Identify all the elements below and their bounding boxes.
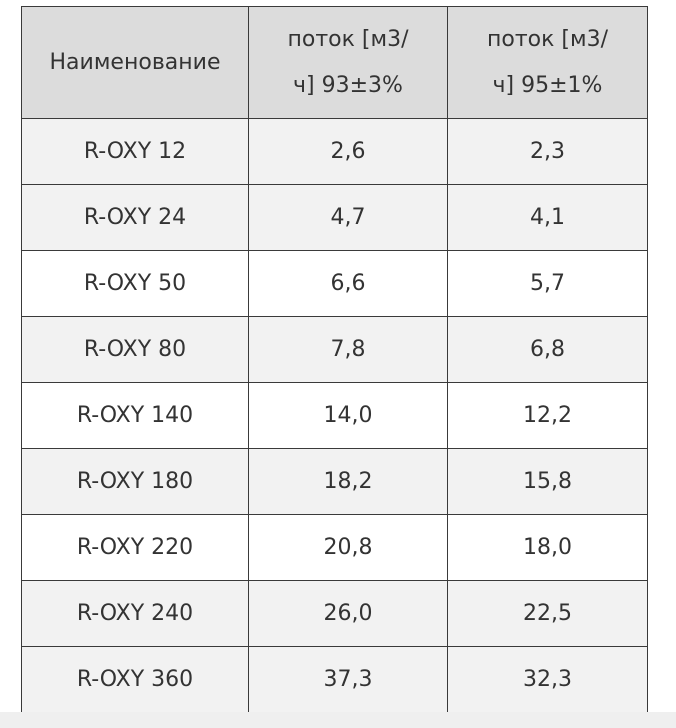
- data-table: Наименование поток [м3/ч] 93±3% поток [м3/…: [21, 6, 648, 713]
- table-row: R-OXY 180 18,2 15,8: [21, 448, 648, 515]
- header-row: Наименование поток [м3/ч] 93±3% поток [м3/…: [21, 6, 648, 119]
- table-row: R-OXY 220 20,8 18,0: [21, 514, 648, 581]
- table-cell: R-OXY 24: [21, 184, 249, 251]
- table-cell: 6,8: [447, 316, 648, 383]
- table-cell: 2,6: [248, 118, 448, 185]
- header-line: ч] 95±1%: [492, 72, 603, 98]
- table-cell: R-OXY 240: [21, 580, 249, 647]
- table-cell: 20,8: [248, 514, 448, 581]
- table-row: R-OXY 240 26,0 22,5: [21, 580, 648, 647]
- table-cell: 7,8: [248, 316, 448, 383]
- table-cell: 4,1: [447, 184, 648, 251]
- table-cell: R-OXY 80: [21, 316, 249, 383]
- table-cell: 2,3: [447, 118, 648, 185]
- header-cell: поток [м3/ч] 95±1%: [447, 6, 648, 119]
- header-cell: Наименование: [21, 6, 249, 119]
- table-cell: R-OXY 220: [21, 514, 249, 581]
- table-cell: 32,3: [447, 646, 648, 713]
- table-cell: 12,2: [447, 382, 648, 449]
- table-cell: 22,5: [447, 580, 648, 647]
- header-line: поток [м3/: [487, 26, 608, 52]
- table-row: R-OXY 50 6,6 5,7: [21, 250, 648, 317]
- table-cell: 5,7: [447, 250, 648, 317]
- table-row: R-OXY 80 7,8 6,8: [21, 316, 648, 383]
- table-cell: 4,7: [248, 184, 448, 251]
- table-cell: R-OXY 50: [21, 250, 249, 317]
- table-row: R-OXY 360 37,3 32,3: [21, 646, 648, 713]
- table-cell: R-OXY 180: [21, 448, 249, 515]
- table-row: R-OXY 140 14,0 12,2: [21, 382, 648, 449]
- header-line: поток [м3/: [287, 26, 409, 52]
- table-cell: R-OXY 360: [21, 646, 249, 713]
- header-line: ч] 93±3%: [293, 72, 403, 98]
- table-cell: R-OXY 12: [21, 118, 249, 185]
- table-cell: 26,0: [248, 580, 448, 647]
- table-row: R-OXY 24 4,7 4,1: [21, 184, 648, 251]
- table-cell: 6,6: [248, 250, 448, 317]
- page-footer-band: [0, 712, 676, 728]
- table-cell: 14,0: [248, 382, 448, 449]
- table-cell: R-OXY 140: [21, 382, 249, 449]
- table-row: R-OXY 12 2,6 2,3: [21, 118, 648, 185]
- table-cell: 18,2: [248, 448, 448, 515]
- table-cell: 37,3: [248, 646, 448, 713]
- table-cell: 18,0: [447, 514, 648, 581]
- table-cell: 15,8: [447, 448, 648, 515]
- header-cell: поток [м3/ч] 93±3%: [248, 6, 448, 119]
